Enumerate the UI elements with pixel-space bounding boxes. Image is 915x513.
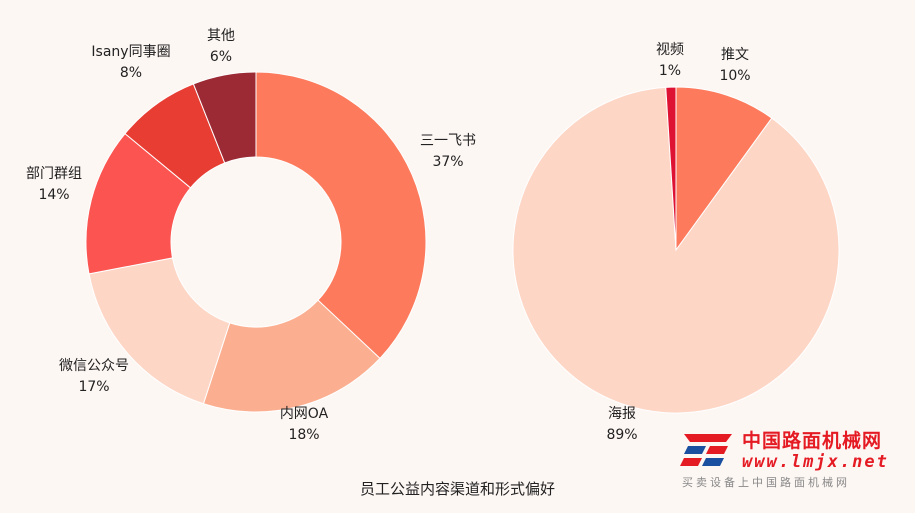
pie-label-2: 视频 (656, 42, 684, 58)
donut-value-label-2: 17% (78, 379, 109, 395)
pie-value-label-0: 10% (719, 68, 750, 84)
watermark-url: www.lmjx.net (742, 452, 889, 472)
pie-slice-1 (512, 86, 840, 414)
pie-value-label-2: 1% (659, 63, 681, 79)
donut-value-label-4: 8% (120, 65, 142, 81)
pie-label-0: 推文 (721, 47, 749, 63)
donut-slice-0 (255, 71, 427, 360)
donut-label-5: 其他 (207, 28, 235, 44)
donut-value-label-0: 37% (432, 154, 463, 170)
donut-value-label-3: 14% (38, 187, 69, 203)
pie-slice-0 (675, 86, 773, 252)
pie-label-1: 海报 (608, 406, 636, 422)
donut-slice-5 (192, 71, 257, 164)
pie-value-label-1: 89% (606, 427, 637, 443)
donut-label-2: 微信公众号 (59, 358, 129, 374)
chart-caption: 员工公益内容渠道和形式偏好 (359, 480, 555, 498)
donut-slice-2 (88, 257, 231, 405)
donut-label-4: Isany同事圈 (91, 44, 170, 60)
pie-slice-2 (665, 86, 677, 251)
watermark-subtitle: 买卖设备上中国路面机械网 (682, 476, 850, 489)
donut-value-label-1: 18% (288, 427, 319, 443)
donut-slice-1 (202, 299, 381, 413)
watermark-name: 中国路面机械网 (742, 430, 883, 452)
lmjx-logo-icon (680, 434, 732, 466)
donut-label-3: 部门群组 (26, 166, 82, 182)
donut-value-label-5: 6% (210, 49, 232, 65)
donut-chart: 三一飞书 37% 内网OA 18% 微信公众号 17% 部门群组 14% Isany同事圈 8% 其… (26, 28, 476, 443)
donut-label-0: 三一飞书 (420, 133, 476, 149)
pie-chart: 推文 10% 海报 89% 视频 1% (512, 42, 840, 443)
watermark: 中国路面机械网 www.lmjx.net 买卖设备上中国路面机械网 (676, 424, 911, 492)
donut-label-1: 内网OA (280, 406, 329, 422)
